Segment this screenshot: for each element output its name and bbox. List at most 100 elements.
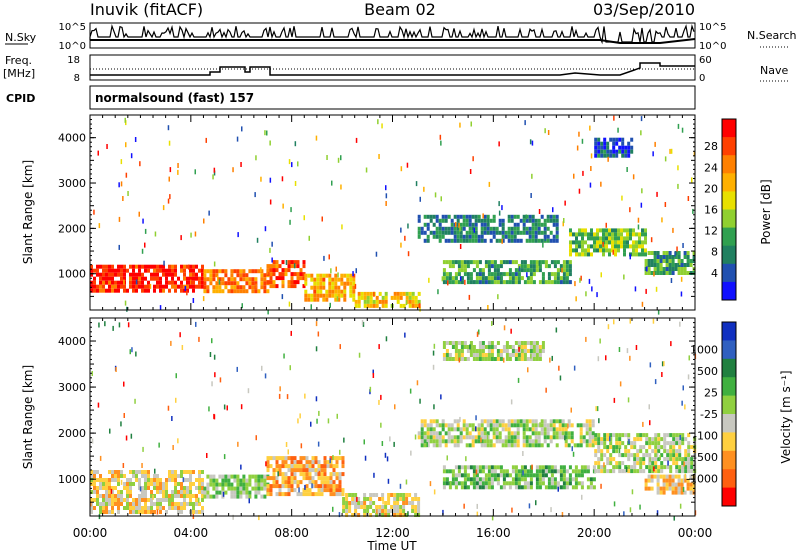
heatmap-cell [531,427,535,432]
heatmap-cell [290,284,294,289]
heatmap-cell [230,277,234,282]
heatmap-cell [105,280,108,285]
heatmap-cell [502,349,506,353]
heatmap-cell [384,505,388,509]
heatmap-cell [501,238,503,244]
colorbar-swatch [722,487,736,507]
heatmap-cell [120,502,123,506]
heatmap-cell [487,305,489,310]
heatmap-cell [594,461,598,466]
heatmap-cell [432,419,436,424]
heatmap-cell [159,490,162,494]
heatmap-cell [638,240,641,245]
heatmap-cell [664,156,667,162]
heatmap-cell [213,261,216,267]
heatmap-cell [132,276,135,281]
heatmap-cell [114,268,117,273]
heatmap-cell [311,483,313,489]
heatmap-cell [589,481,593,486]
heatmap-cell [272,476,276,481]
heatmap-cell [575,244,578,249]
heatmap-cell [378,399,380,405]
heatmap-cell [189,272,192,277]
heatmap-cell [138,498,141,502]
heatmap-cell [275,476,279,481]
heatmap-cell [472,260,476,265]
heatmap-cell [189,470,192,474]
heatmap-cell [501,226,505,231]
heatmap-cell [600,272,602,278]
heatmap-cell [402,493,406,497]
heatmap-cell [212,277,216,282]
heatmap-cell [302,260,306,265]
colorbar-swatch [722,119,736,138]
heatmap-cell [302,468,306,473]
heatmap-cell [587,244,590,249]
heatmap-cell [689,271,693,275]
heatmap-cell [642,461,646,466]
freq-trace [90,62,695,76]
heatmap-cell [677,267,681,271]
heatmap-cell [369,291,373,296]
heatmap-cell [399,483,402,489]
heatmap-cell [671,259,675,263]
heatmap-cell [492,427,496,432]
heatmap-cell [111,494,114,498]
heatmap-cell [498,201,500,207]
heatmap-cell [284,484,288,489]
heatmap-cell [308,468,312,473]
nsearch-tick-bottom: 10^0 [699,41,726,52]
heatmap-cell [528,419,532,424]
heatmap-cell [520,485,524,490]
heatmap-cell [159,284,162,289]
heatmap-cell [656,271,660,275]
heatmap-cell [448,260,452,265]
heatmap-cell [99,494,102,498]
heatmap-cell [470,121,472,127]
heatmap-cell [405,501,409,505]
heatmap-cell [555,427,559,432]
heatmap-cell [404,332,406,338]
heatmap-cell [575,248,578,253]
heatmap-cell [562,465,566,470]
heatmap-cell [603,469,607,474]
heatmap-cell [565,485,569,490]
heatmap-cell [489,238,493,243]
heatmap-cell [313,293,317,298]
heatmap-cell [308,472,312,477]
heatmap-cell [408,501,412,505]
heatmap-cell [366,299,370,304]
heatmap-cell [579,443,583,448]
heatmap-cell [529,473,533,478]
heatmap-cell [588,431,592,436]
heatmap-cell [649,362,652,368]
heatmap-cell [195,494,198,498]
heatmap-cell [682,486,685,492]
heatmap-cell [168,494,171,498]
heatmap-cell [495,226,499,231]
heatmap-cell [451,260,455,265]
heatmap-cell [549,423,553,428]
heatmap-cell [614,244,617,249]
heatmap-cell [496,341,500,345]
heatmap-cell [124,300,127,306]
heatmap-cell [108,510,111,514]
heatmap-cell [260,478,264,483]
heatmap-cell [629,318,631,324]
heatmap-cell [102,288,105,293]
heatmap-cell [206,490,210,495]
heatmap-cell [486,423,490,428]
heatmap-cell [423,423,427,428]
heatmap-cell [615,449,619,454]
heatmap-cell [677,474,681,479]
colorbar-swatch [722,450,736,470]
heatmap-cell [203,281,207,286]
heatmap-cell [617,127,619,133]
heatmap-cell [653,255,657,259]
heatmap-cell [633,441,637,446]
heatmap-cell [105,478,108,482]
heatmap-cell [135,351,137,357]
heatmap-cell [177,474,180,478]
heatmap-cell [453,427,457,432]
